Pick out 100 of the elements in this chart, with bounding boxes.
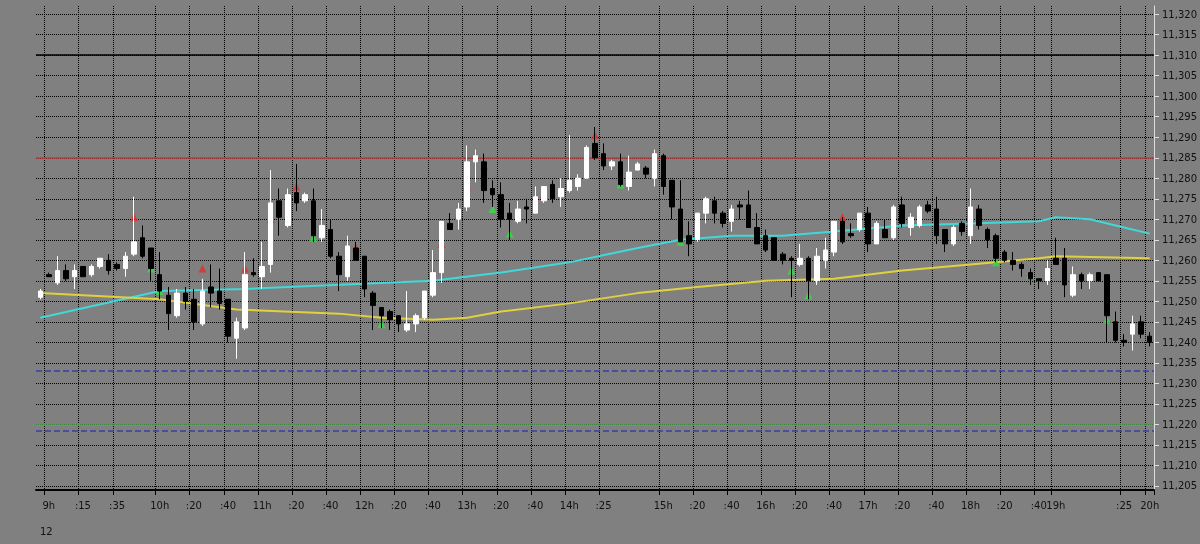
- candlestick: [72, 263, 77, 290]
- candlestick: [575, 173, 581, 192]
- x-tick-label: :40: [424, 499, 441, 511]
- candlestick: [558, 177, 564, 208]
- candlestick: [695, 212, 700, 243]
- candlestick: [1070, 265, 1076, 298]
- x-tick-label: :25: [595, 499, 612, 511]
- x-tick-label: :35: [109, 499, 126, 511]
- y-tick-label: 11,205: [1162, 480, 1198, 492]
- y-tick-label: 11,215: [1162, 439, 1198, 451]
- candlestick: [951, 224, 956, 247]
- candlestick: [422, 290, 427, 321]
- candlestick: [404, 290, 410, 333]
- x-tick-label: 12h: [355, 499, 375, 511]
- candlestick: [823, 237, 828, 270]
- candlestick: [874, 220, 879, 245]
- candlestick: [473, 149, 478, 183]
- x-tick-label: :40: [322, 499, 339, 511]
- x-tick-label: :40: [527, 499, 544, 511]
- candlestick: [652, 149, 657, 187]
- candlestick: [1045, 259, 1050, 286]
- x-tick-label: :20: [493, 499, 510, 511]
- y-tick-label: 11,210: [1162, 459, 1198, 471]
- y-tick-label: 11,240: [1162, 336, 1198, 348]
- y-tick-label: 11,285: [1162, 152, 1198, 164]
- y-tick-label: 11,265: [1162, 234, 1198, 246]
- candlestick: [891, 204, 896, 241]
- candlestick: [242, 251, 248, 331]
- x-tick-label: 16h: [756, 499, 776, 511]
- x-tick-label: :20: [185, 499, 202, 511]
- y-tick-label: 11,280: [1162, 172, 1198, 184]
- candlestick: [413, 313, 419, 333]
- candlestick: [1087, 272, 1093, 290]
- candlestick: [626, 155, 632, 192]
- y-tick-label: 11,315: [1162, 29, 1198, 41]
- candlestick: [97, 257, 103, 270]
- x-tick-label: 20h: [1140, 499, 1160, 511]
- candlestick: [55, 255, 60, 286]
- x-tick-label: :20: [288, 499, 305, 511]
- y-tick-label: 11,275: [1162, 193, 1198, 205]
- text: 12: [40, 525, 53, 537]
- y-tick-label: 11,245: [1162, 316, 1198, 328]
- x-tick-label: 14h: [559, 499, 579, 511]
- candlestick: [643, 165, 649, 179]
- y-tick-label: 11,290: [1162, 131, 1198, 143]
- candlestick: [737, 200, 743, 220]
- y-tick-label: 11,320: [1162, 8, 1198, 20]
- x-tick-label: :20: [996, 499, 1013, 511]
- line-series: [39, 216, 1151, 319]
- candlestick: [302, 192, 308, 204]
- candlestick: [1019, 261, 1024, 278]
- x-tick-label: 10h: [150, 499, 170, 511]
- x-tick-label: :20: [390, 499, 407, 511]
- candlestick: [567, 134, 572, 194]
- point: [488, 205, 497, 214]
- x-tick-label: 15h: [653, 499, 673, 511]
- y-tick-label: 11,270: [1162, 213, 1198, 225]
- y-tick-label: 11,250: [1162, 295, 1198, 307]
- candlestick: [797, 243, 803, 267]
- candlestick: [345, 235, 350, 282]
- candlestick: [831, 220, 837, 257]
- y-tick-label: 11,305: [1162, 70, 1198, 82]
- x-tick-label: 9h: [42, 499, 56, 511]
- candlestick: [515, 200, 521, 224]
- candlestick: [703, 196, 709, 224]
- candlestick: [234, 317, 239, 360]
- y-tick-label: 11,220: [1162, 418, 1198, 430]
- candlestick: [319, 208, 325, 243]
- x-tick-label: :20: [791, 499, 808, 511]
- x-tick-label: :40: [825, 499, 843, 511]
- x-tick-label: :40: [219, 499, 237, 511]
- candlestick: [285, 188, 291, 228]
- candlestick: [259, 241, 265, 290]
- candlestick: [200, 278, 205, 327]
- candlestick: [814, 247, 820, 286]
- y-tick-label: 11,300: [1162, 90, 1198, 102]
- y-tick-label: 11,230: [1162, 377, 1198, 389]
- y-tick-label: 11,225: [1162, 398, 1198, 410]
- x-tick-label: :40: [928, 499, 945, 511]
- candlestick: [533, 185, 538, 214]
- candlestick: [63, 263, 69, 282]
- candlestick: [174, 288, 180, 319]
- candlestick: [917, 204, 922, 228]
- y-tick-label: 11,255: [1162, 275, 1198, 287]
- x-tick-label: :20: [894, 499, 911, 511]
- y-tick-label: 11,260: [1162, 254, 1198, 266]
- candlestick: [38, 288, 43, 300]
- candlestick: [848, 222, 854, 239]
- candlestick: [968, 188, 973, 245]
- candlestick: [857, 212, 862, 233]
- x-tick-label: 13h: [457, 499, 477, 511]
- candlestick: [729, 204, 734, 233]
- candlestick: [89, 263, 94, 278]
- y-tick-label: 11,235: [1162, 357, 1198, 369]
- y-tick-label: 11,295: [1162, 111, 1198, 123]
- x-tick-label: 19h: [1046, 499, 1066, 511]
- candlestick: [123, 251, 128, 278]
- y-tick-label: 11,310: [1162, 49, 1198, 61]
- candlestick: [584, 144, 589, 179]
- x-tick-label: :25: [1116, 499, 1133, 511]
